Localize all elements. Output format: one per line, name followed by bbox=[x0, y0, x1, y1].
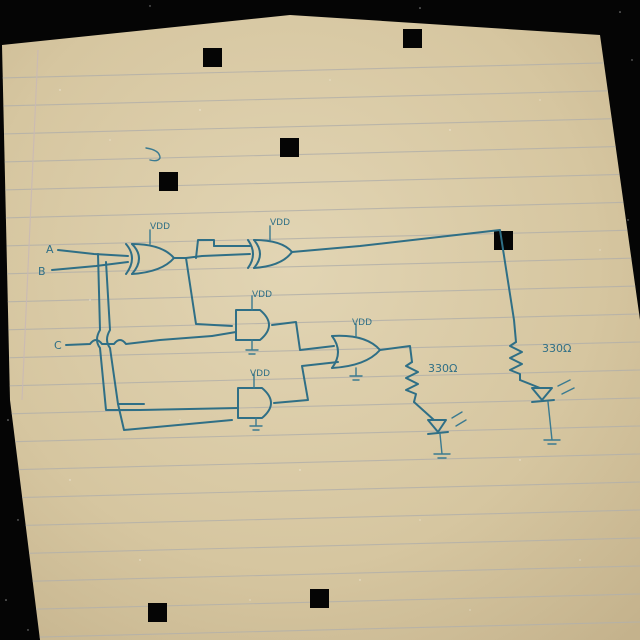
paper-speckle bbox=[59, 79, 601, 611]
wire-r-left-to-led bbox=[413, 401, 435, 421]
wire-c-input bbox=[65, 335, 213, 346]
paper-sheet bbox=[2, 15, 640, 640]
wire-bus-b-down bbox=[117, 403, 233, 431]
wire-xor1-out bbox=[173, 257, 233, 327]
and-gate-bottom: VDD bbox=[237, 369, 272, 431]
wire-r-right-to-led bbox=[519, 379, 541, 389]
vdd-label-and-bottom: VDD bbox=[250, 369, 270, 379]
vdd-label-and-top: VDD bbox=[252, 290, 272, 300]
redaction-block bbox=[494, 231, 513, 250]
led-right bbox=[531, 379, 575, 445]
wire-sum-output bbox=[291, 229, 517, 343]
redaction-block bbox=[148, 603, 167, 622]
redaction-block bbox=[310, 589, 329, 608]
redaction-block bbox=[203, 48, 222, 67]
resistor-left-label: 330Ω bbox=[428, 362, 457, 375]
wire-c-to-and-top bbox=[211, 331, 237, 337]
wire-a-input bbox=[57, 249, 129, 257]
circuit-schematic: A B C VDD VDD bbox=[38, 218, 575, 459]
wire-bus-b bbox=[105, 261, 145, 405]
redaction-block bbox=[280, 138, 299, 157]
margin-line bbox=[21, 49, 39, 401]
redaction-block bbox=[159, 172, 178, 191]
led-left bbox=[427, 411, 467, 459]
and-gate-top: VDD bbox=[235, 290, 272, 355]
xor-gate-1: VDD bbox=[125, 222, 175, 275]
resistor-left: 330Ω bbox=[405, 361, 457, 403]
resistor-right-label: 330Ω bbox=[542, 342, 571, 355]
stray-ink-mark bbox=[145, 147, 161, 162]
wire-c-to-xor2 bbox=[195, 239, 215, 259]
vdd-label-xor2: VDD bbox=[270, 218, 290, 228]
input-a-label: A bbox=[46, 243, 54, 256]
wire-and-bottom-out bbox=[273, 361, 339, 404]
redaction-blocks bbox=[148, 29, 513, 622]
vdd-label-or: VDD bbox=[352, 318, 372, 328]
redaction-block bbox=[403, 29, 422, 48]
wire-carry-output bbox=[379, 345, 413, 363]
wire-b-input bbox=[51, 261, 129, 271]
input-b-label: B bbox=[38, 265, 46, 278]
vdd-label-xor1: VDD bbox=[150, 222, 170, 232]
wire-to-xor2 bbox=[185, 253, 251, 259]
wire-and-top-out bbox=[271, 321, 335, 351]
wire-bus-to-and-bottom bbox=[139, 407, 239, 411]
input-c-label: C bbox=[54, 339, 62, 352]
resistor-right: 330Ω bbox=[509, 341, 571, 381]
wire-bus-a bbox=[96, 253, 141, 411]
